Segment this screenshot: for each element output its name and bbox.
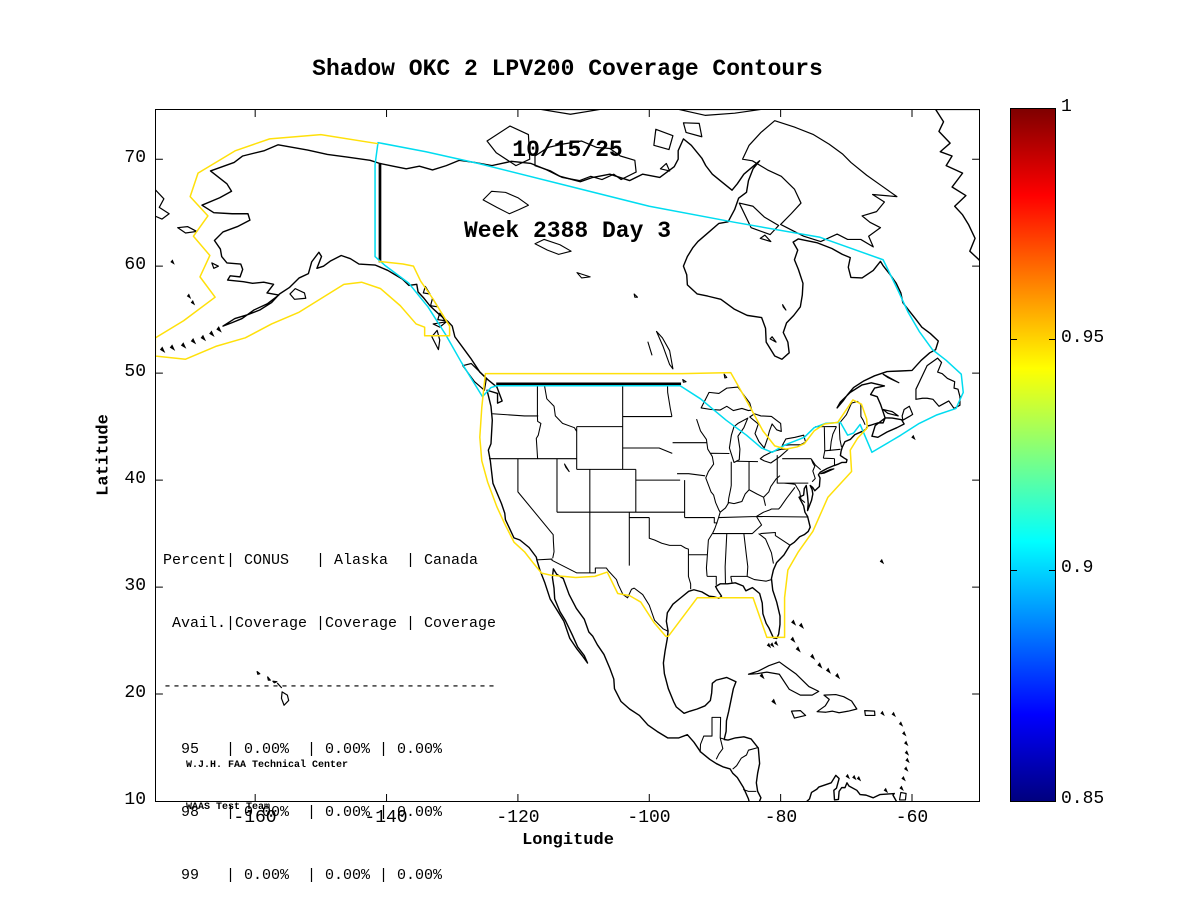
colorbar-label: 0.95 [1061, 328, 1105, 348]
table-separator: ------------------------------------- [163, 678, 497, 695]
colorbar-label: 0.85 [1061, 789, 1105, 809]
credits-line: W.J.H. FAA Technical Center [186, 760, 349, 771]
axis-ticks [156, 110, 979, 801]
table-row: 95 | 0.00% | 0.00% | 0.00% [163, 741, 443, 758]
chart-date: 10/15/25 [512, 137, 623, 163]
credits-block: W.J.H. FAA Technical Center WAAS Test Te… [186, 731, 348, 843]
table-row: 99 | 0.00% | 0.00% | 0.00% [163, 867, 443, 884]
credits-line: WAAS Test Team [186, 802, 271, 813]
coverage-contour-095-conus [480, 373, 868, 638]
canadian-lakes [483, 191, 727, 471]
x-tick-label: -140 [364, 808, 408, 828]
chart-week-day: Week 2388 Day 3 [463, 218, 672, 244]
caribbean-islands [748, 662, 906, 800]
great-lakes [701, 387, 805, 463]
x-axis-label: Longitude [522, 831, 614, 850]
greenland-coastline [936, 110, 979, 268]
y-tick-label: 10 [124, 790, 146, 810]
coverage-contour-095-alaska [156, 135, 450, 360]
arctic-islands [487, 110, 897, 342]
y-tick-label: 30 [124, 576, 146, 596]
x-tick-label: -120 [496, 808, 540, 828]
x-tick-label: -80 [764, 808, 798, 828]
y-tick-label: 40 [124, 469, 146, 489]
north-america-map [156, 110, 979, 801]
table-row: 98 | 0.00% | 0.00% | 0.00% [163, 804, 443, 821]
colorbar [1010, 108, 1056, 802]
y-tick-label: 20 [124, 683, 146, 703]
colorbar-tick [1049, 339, 1055, 340]
hawaii-islands [257, 672, 289, 706]
colorbar-tick [1011, 570, 1017, 571]
colorbar-label: 1 [1061, 97, 1072, 117]
y-axis-label: Latitude [94, 414, 114, 496]
small-island-dots [161, 260, 915, 792]
coverage-table: Percent| CONUS | Alaska | Canada Avail.|… [163, 508, 496, 900]
coverage-contour-090 [375, 143, 963, 453]
table-header-row: Percent| CONUS | Alaska | Canada [163, 552, 479, 569]
x-tick-label: -160 [233, 808, 277, 828]
chart-title-block: Shadow OKC 2 LPV200 Coverage Contours 10… [156, 2, 979, 299]
colorbar-tick [1049, 570, 1055, 571]
coastline-north-america [202, 139, 938, 801]
y-tick-label: 50 [124, 362, 146, 382]
y-tick-label: 60 [124, 255, 146, 275]
table-header-row: Avail.|Coverage |Coverage | Coverage [163, 615, 497, 632]
plot-area [155, 109, 980, 802]
chart-title: Shadow OKC 2 LPV200 Coverage Contours [312, 56, 823, 82]
us-state-borders [489, 384, 865, 589]
x-tick-label: -100 [627, 808, 671, 828]
south-america-coastline [799, 775, 898, 801]
international-borders-south [537, 559, 759, 791]
x-tick-label: -60 [895, 808, 929, 828]
colorbar-label: 0.9 [1061, 558, 1094, 578]
atlantic-canada-islands [821, 358, 960, 474]
y-tick-label: 70 [124, 148, 146, 168]
colorbar-tick [1011, 339, 1017, 340]
